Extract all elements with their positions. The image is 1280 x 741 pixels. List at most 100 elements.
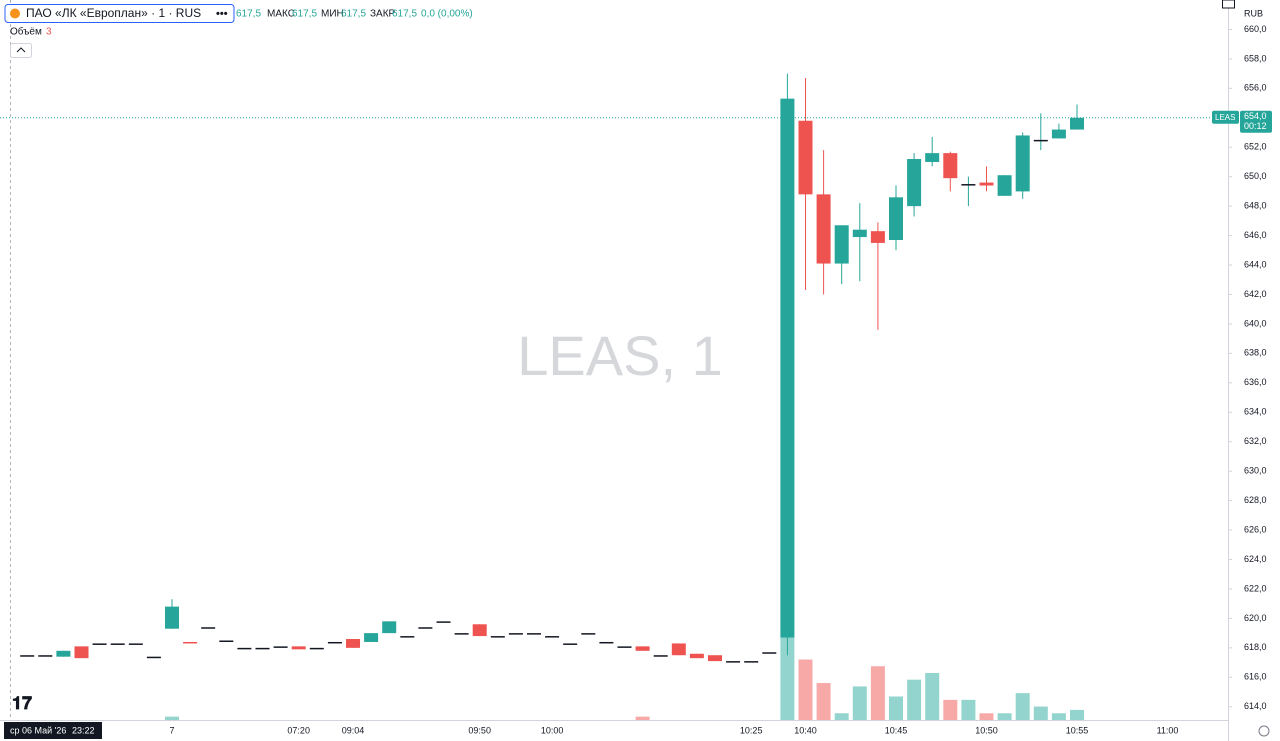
candle-body [364, 633, 379, 642]
settings-icon[interactable] [1258, 725, 1270, 737]
candle-body [979, 182, 994, 186]
candle-body [834, 225, 849, 264]
y-tick-label: 640,0 [1244, 318, 1267, 328]
x-tick-label: 11:00 [1157, 725, 1179, 735]
volume-bar [961, 699, 976, 720]
x-tick-label: 07:20 [287, 725, 310, 735]
x-tick-label: 10:45 [885, 725, 908, 735]
y-tick-label: 642,0 [1244, 289, 1267, 299]
currency[interactable]: RUB [1244, 8, 1263, 18]
candle-body [671, 643, 686, 656]
x-tick-label: 10:25 [740, 725, 763, 735]
candle-body [599, 641, 614, 644]
candle-body [255, 647, 270, 650]
candle-body [907, 159, 922, 207]
candle-body [780, 98, 795, 638]
candle-body [472, 624, 487, 637]
y-tick-label: 638,0 [1244, 348, 1267, 358]
menu-dots[interactable]: ••• [216, 8, 228, 20]
volume-bar [165, 716, 179, 720]
x-tick-label: 09:50 [468, 725, 491, 735]
candle-body [653, 655, 668, 657]
candle-body [635, 646, 650, 651]
low-label: МИН [321, 9, 344, 20]
y-tick-label: 656,0 [1244, 83, 1267, 93]
y-tick-label: 634,0 [1244, 407, 1267, 417]
high-value: 617,5 [292, 9, 317, 20]
volume-bar [834, 713, 849, 720]
candle-body [92, 643, 107, 645]
candle-body [708, 655, 722, 662]
candle-body [1070, 117, 1084, 130]
candle-body [527, 633, 541, 635]
candle-body [490, 636, 505, 638]
candle-body [744, 661, 759, 663]
candle-body [20, 655, 35, 657]
candle-body [291, 646, 306, 650]
x-tick-label: 10:55 [1066, 725, 1089, 735]
candle-body [309, 647, 324, 650]
candle-body [418, 627, 433, 629]
x-tick-label: 10:00 [541, 725, 564, 735]
volume-bar [889, 696, 903, 720]
watermark: LEAS, 1 [517, 324, 722, 387]
y-tick-label: 618,0 [1244, 642, 1267, 652]
candle-body [436, 621, 451, 623]
volume-bar [1070, 709, 1084, 720]
candle-body [508, 633, 523, 635]
y-tick-label: 632,0 [1244, 436, 1267, 446]
collapse-button[interactable] [10, 43, 32, 58]
y-tick-label: 624,0 [1244, 554, 1267, 564]
candle-body [798, 120, 813, 195]
y-tick-label: 650,0 [1244, 171, 1267, 181]
close-label: ЗАКР [370, 9, 396, 20]
y-tick-label: 636,0 [1244, 377, 1267, 387]
price-tag-symbol-bg [1212, 110, 1239, 124]
x-tick-label: 10:40 [794, 725, 817, 735]
candle-body [346, 639, 360, 648]
y-tick-label: 616,0 [1244, 672, 1267, 682]
volume-bar [1015, 693, 1030, 720]
logo: 𝟏𝟕 [12, 693, 32, 713]
volume-bar [816, 683, 831, 720]
y-tick-label: 644,0 [1244, 259, 1267, 269]
change: 0,0 (0,00%) [421, 9, 473, 20]
volume-bar [979, 713, 994, 720]
candle-body [382, 621, 397, 634]
volume-bar [780, 636, 795, 720]
high-label: МАКС [267, 9, 295, 20]
screenshot-button[interactable] [1222, 0, 1235, 9]
candle-body [1051, 129, 1066, 139]
price-tag-countdown: 00:12 [1244, 121, 1267, 131]
candle-body [201, 627, 216, 629]
price-tag-symbol: LEAS [1215, 113, 1235, 122]
y-tick-label: 646,0 [1244, 230, 1267, 240]
time: 23:22 [72, 725, 95, 735]
candle-body [852, 229, 867, 238]
volume-bar [635, 716, 650, 720]
candle-body [943, 153, 958, 179]
y-tick-label: 628,0 [1244, 495, 1267, 505]
symbol-box[interactable] [4, 4, 235, 23]
volume-bar [852, 686, 867, 720]
volume-bar [943, 699, 958, 720]
price-tag-bg [1240, 110, 1272, 133]
candle-body [56, 650, 71, 657]
candle-body [74, 646, 89, 659]
volume-label: Объём [10, 26, 42, 38]
volume-bar [907, 679, 922, 720]
volume-bar [997, 713, 1012, 720]
candle-body [870, 231, 885, 243]
low-value: 617,5 [341, 9, 366, 20]
candle-body [1033, 139, 1048, 142]
x-tick-label: 10:50 [975, 725, 998, 735]
candle-body [889, 197, 903, 240]
candle-body [110, 643, 125, 645]
date-box [4, 722, 102, 739]
candle-body [400, 636, 415, 638]
candle-body [237, 647, 252, 650]
candle-body [183, 641, 198, 644]
candle-body [961, 184, 976, 186]
collapse-icon [16, 47, 26, 53]
